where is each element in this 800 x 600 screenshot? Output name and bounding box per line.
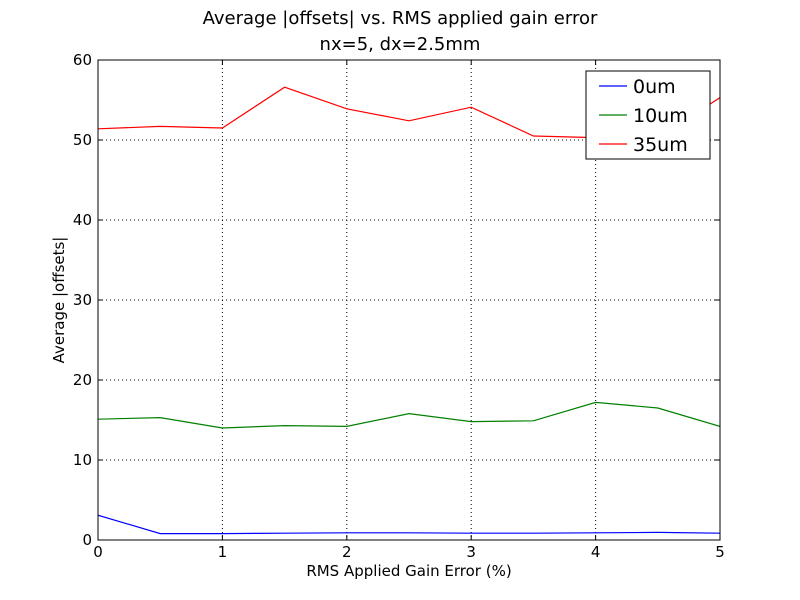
- x-tick-label: 3: [466, 543, 476, 561]
- chart-subtitle: nx=5, dx=2.5mm: [319, 34, 481, 55]
- series-line-0um: [98, 514, 720, 535]
- x-tick-label: 2: [342, 543, 352, 561]
- y-tick-label: 60: [73, 51, 92, 69]
- y-tick-label: 10: [73, 451, 92, 469]
- y-tick-label: 30: [73, 291, 92, 309]
- y-tick-label: 20: [73, 371, 92, 389]
- legend-label-0um: 0um: [633, 76, 676, 98]
- x-tick-label: 1: [218, 543, 228, 561]
- x-tick-label: 4: [591, 543, 601, 561]
- legend-label-10um: 10um: [633, 105, 688, 127]
- x-axis-label: RMS Applied Gain Error (%): [306, 562, 512, 580]
- x-tick-label: 0: [93, 543, 103, 561]
- legend-label-35um: 35um: [633, 134, 688, 156]
- series-line-10um: [98, 401, 720, 429]
- chart-title: Average |offsets| vs. RMS applied gain e…: [202, 8, 598, 29]
- x-tick-label: 5: [715, 543, 725, 561]
- y-tick-label: 0: [82, 531, 92, 549]
- y-tick-label: 40: [73, 211, 92, 229]
- y-tick-label: 50: [73, 131, 92, 149]
- y-axis-label: Average |offsets|: [50, 236, 68, 364]
